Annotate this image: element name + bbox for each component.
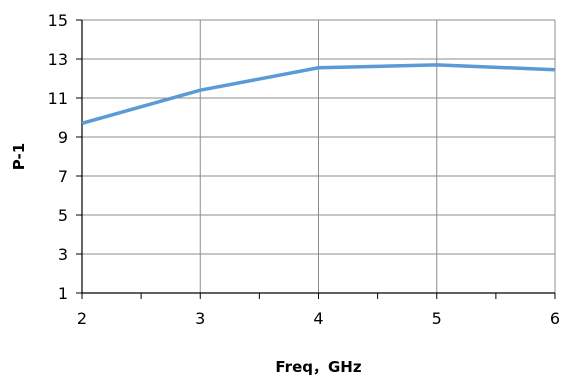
x-axis-ticks: 2 3 4 5 6 — [77, 293, 560, 328]
y-tick-label: 1 — [58, 284, 68, 303]
y-tick-label: 15 — [48, 11, 68, 30]
series-group — [81, 63, 556, 126]
x-tick-label: 6 — [550, 309, 560, 328]
y-tick-label: 3 — [58, 245, 68, 264]
x-tick-label: 3 — [195, 309, 205, 328]
series-line-0 — [81, 63, 556, 126]
x-axis-title: Freq，GHz — [275, 358, 361, 376]
x-tick-label: 2 — [77, 309, 87, 328]
y-tick-label: 7 — [58, 167, 68, 186]
y-tick-label: 11 — [48, 89, 68, 108]
y-tick-label: 13 — [48, 50, 68, 69]
y-tick-label: 9 — [58, 128, 68, 147]
y-axis-title: P-1 — [10, 143, 28, 170]
y-tick-label: 5 — [58, 206, 68, 225]
x-tick-label: 5 — [432, 309, 442, 328]
x-tick-label: 4 — [313, 309, 323, 328]
